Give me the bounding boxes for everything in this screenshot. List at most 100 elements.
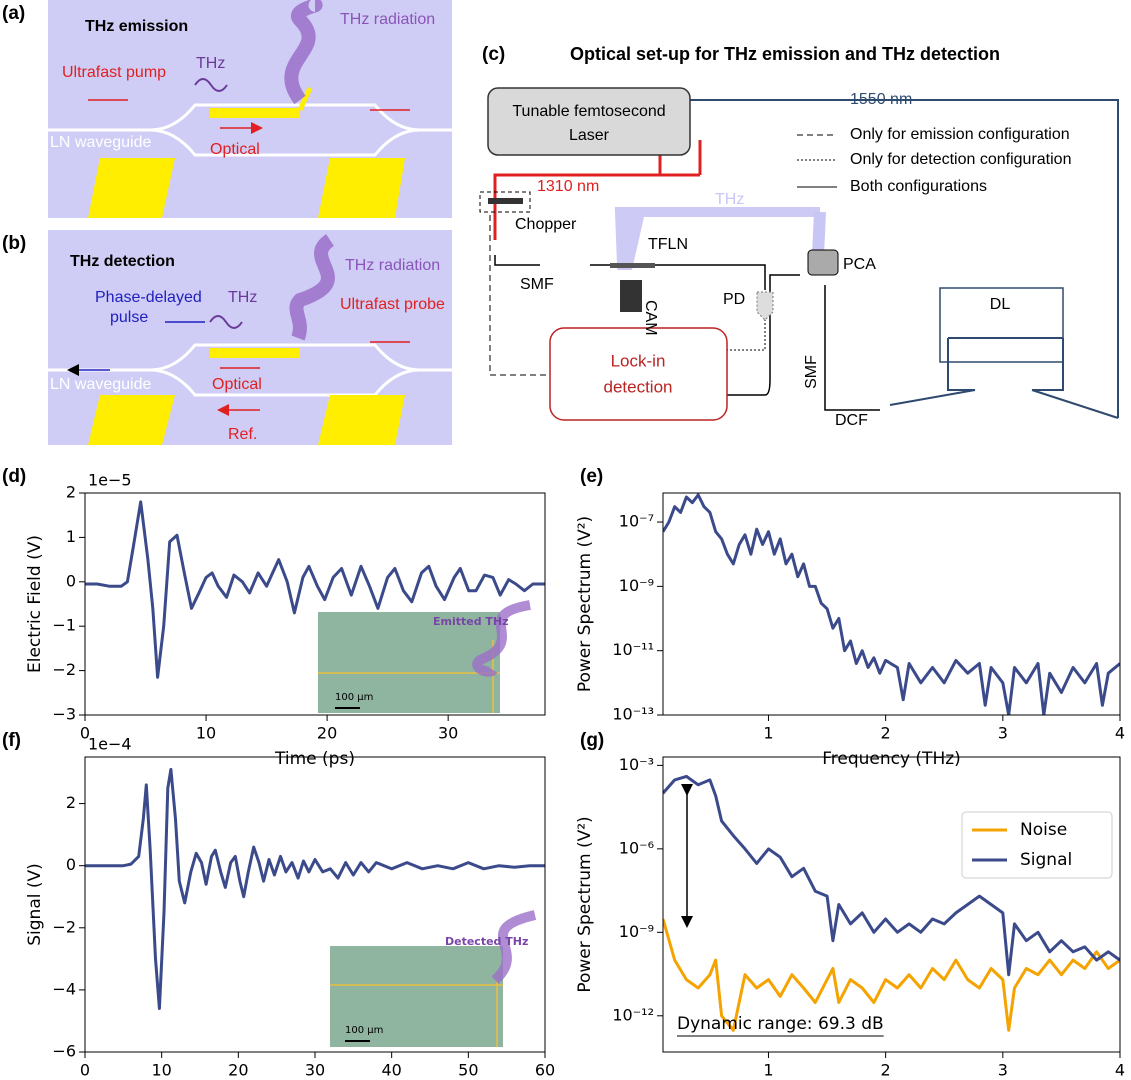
x-tick-label: 3 xyxy=(998,1061,1008,1080)
panel-label: (e) xyxy=(580,466,603,487)
y-tick-label: −4 xyxy=(52,979,76,998)
label: PD xyxy=(723,291,745,308)
x-tick-label: 20 xyxy=(317,724,337,743)
label: Ultrafast pump xyxy=(62,64,166,81)
lockin-box xyxy=(549,327,728,421)
label: Lock-in xyxy=(611,351,666,370)
x-tick-label: 1 xyxy=(763,724,773,743)
inset-image xyxy=(318,612,500,713)
legend-label: Noise xyxy=(1020,820,1067,840)
x-axis-label: Frequency (THz) xyxy=(822,749,961,769)
thz-beam xyxy=(289,234,335,341)
label: SMF xyxy=(520,276,554,293)
label: DCF xyxy=(835,412,868,429)
y-offset-label: 1e−4 xyxy=(88,735,132,754)
legend-label: Signal xyxy=(1020,850,1072,870)
x-tick-label: 50 xyxy=(458,1061,478,1080)
label: THz xyxy=(228,289,257,306)
pulse xyxy=(220,341,410,410)
plot-frame xyxy=(662,756,1121,1053)
data-line xyxy=(663,918,1120,1032)
x-tick-label: 10 xyxy=(151,1061,171,1080)
x-tick-label: 30 xyxy=(438,724,458,743)
inset-thz xyxy=(491,910,537,984)
y-tick-label: 1 xyxy=(66,527,76,546)
x-tick-label: 2 xyxy=(881,1061,891,1080)
inset-image xyxy=(330,946,503,1047)
y-tick-label: 10⁻¹¹ xyxy=(612,640,654,659)
label: Ultrafast probe xyxy=(340,296,445,313)
panel-title: THz detection xyxy=(70,253,175,270)
electrode xyxy=(318,395,405,445)
y-tick-label: 2 xyxy=(66,483,76,502)
label: THz radiation xyxy=(340,11,435,28)
x-axis-label: Time (ps) xyxy=(274,749,355,769)
label: detection xyxy=(604,377,673,396)
label: LN waveguide xyxy=(50,134,152,151)
thz-wave xyxy=(194,78,228,92)
antenna xyxy=(210,348,300,358)
plot-frame xyxy=(84,756,546,1053)
y-tick-label: 10⁻⁹ xyxy=(619,576,654,595)
x-tick-label: 3 xyxy=(998,724,1008,743)
label: Chopper xyxy=(515,216,577,233)
emission-path xyxy=(489,215,550,376)
x-tick-label: 0 xyxy=(80,1061,90,1080)
pulse xyxy=(70,321,205,370)
y-axis-label: Electric Field (V) xyxy=(25,535,45,673)
y-axis-label: Signal (V) xyxy=(25,863,45,946)
tfln-chip xyxy=(610,263,655,268)
x-tick-label: 4 xyxy=(1115,1061,1125,1080)
y-tick-label: 0 xyxy=(66,571,76,590)
inset-scale-label: 100 μm xyxy=(345,1025,383,1036)
y-axis-label: Power Spectrum (V²) xyxy=(575,516,595,692)
electrode xyxy=(88,158,175,218)
y-offset-label: 1e−5 xyxy=(88,471,132,490)
data-line xyxy=(85,500,545,679)
plot-frame xyxy=(662,492,1121,716)
x-tick-label: 60 xyxy=(535,1061,555,1080)
panel-label: (f) xyxy=(2,730,21,751)
antenna xyxy=(210,108,300,118)
label: THz radiation xyxy=(345,257,440,274)
pulse xyxy=(88,99,410,128)
y-tick-label: 10⁻¹³ xyxy=(612,705,654,724)
pca xyxy=(807,249,839,276)
x-tick-label: 20 xyxy=(228,1061,248,1080)
plot-frame xyxy=(84,492,546,716)
label: Optical xyxy=(210,141,260,158)
beam-1310 xyxy=(493,140,702,240)
inset-f xyxy=(330,910,537,1047)
x-tick-label: 40 xyxy=(381,1061,401,1080)
label: Optical xyxy=(212,376,262,393)
y-tick-label: 0 xyxy=(66,855,76,874)
x-tick-label: 4 xyxy=(1115,724,1125,743)
panel-a: (a) THz emission THz radiation Ultrafast… xyxy=(2,0,452,218)
chopper-box xyxy=(479,191,531,213)
y-tick-label: −3 xyxy=(52,705,76,724)
panel-title: THz emission xyxy=(85,18,188,35)
panel-label: (b) xyxy=(2,233,26,254)
x-tick-label: 30 xyxy=(305,1061,325,1080)
electrode xyxy=(318,158,405,218)
y-tick-label: −2 xyxy=(52,917,76,936)
panel-label: (d) xyxy=(2,466,26,487)
panel-label: (a) xyxy=(2,3,25,24)
x-tick-label: 1 xyxy=(763,1061,773,1080)
fiber xyxy=(824,285,880,411)
label: Phase-delayed xyxy=(95,289,202,306)
label: TFLN xyxy=(648,236,688,253)
fiber xyxy=(727,274,800,396)
label: THz xyxy=(196,55,225,72)
label: Tunable femtosecond xyxy=(512,103,665,120)
y-tick-label: 10⁻⁶ xyxy=(619,838,654,857)
data-line xyxy=(85,767,545,1010)
label: pulse xyxy=(110,309,148,326)
waveguide xyxy=(48,343,452,397)
waveguide xyxy=(48,103,452,157)
electrode xyxy=(88,395,175,445)
inset-scale-label: 100 μm xyxy=(335,692,373,703)
y-tick-label: 2 xyxy=(66,793,76,812)
x-tick-label: 2 xyxy=(881,724,891,743)
